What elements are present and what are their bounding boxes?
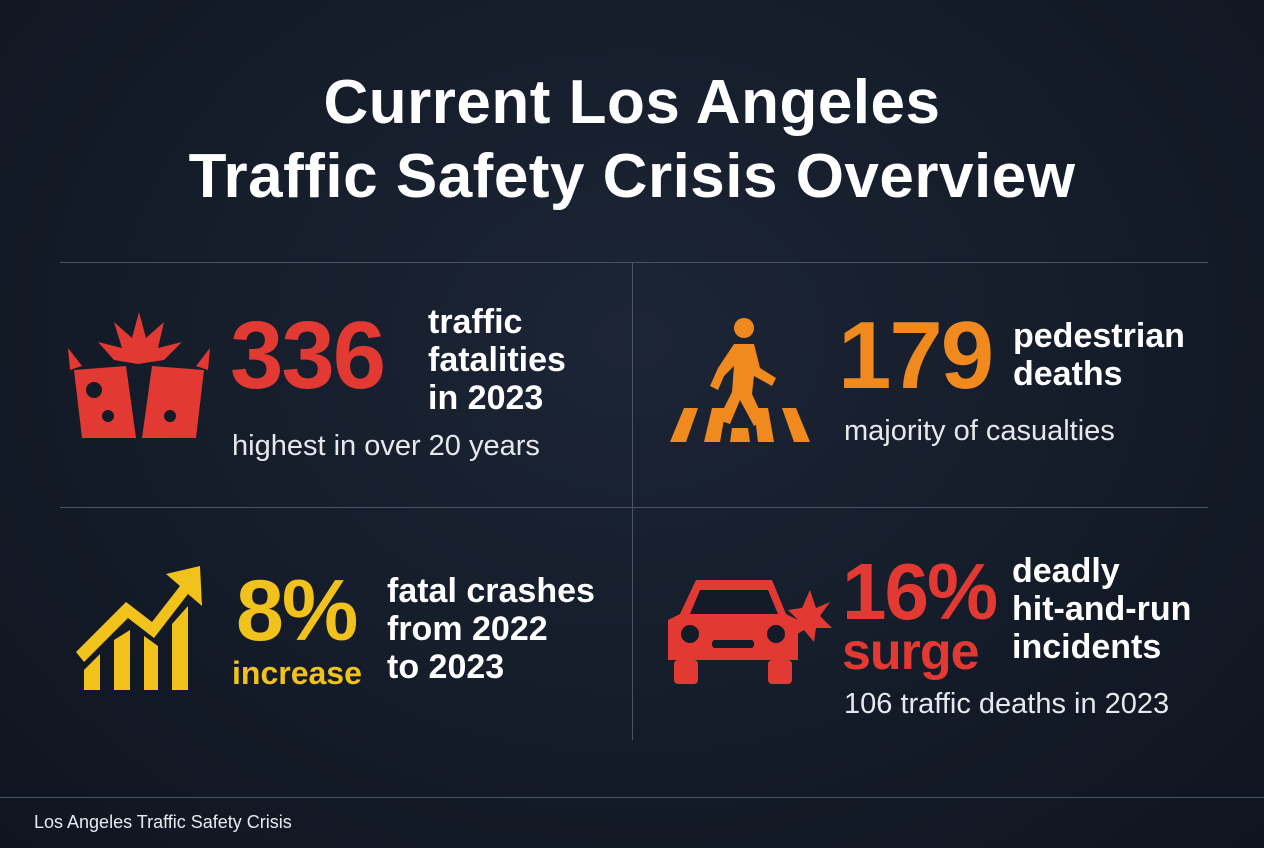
hit-and-run-label: deadly hit-and-run incidents xyxy=(1012,552,1191,666)
pedestrian-label-line: pedestrian xyxy=(1013,317,1185,355)
hit-and-run-value: 16% xyxy=(842,547,998,636)
pedestrian-subtext: majority of casualties xyxy=(844,415,1115,447)
title-line-1: Current Los Angeles xyxy=(323,68,941,137)
hit-and-run-label-line: deadly xyxy=(1012,552,1120,590)
title-line-2: Traffic Safety Crisis Overview xyxy=(188,142,1076,211)
car-crash-icon xyxy=(68,312,210,438)
page-title: Current Los Angeles Traffic Safety Crisi… xyxy=(0,66,1264,214)
increase-label-line: fatal crashes xyxy=(387,572,595,610)
footer-text: Los Angeles Traffic Safety Crisis xyxy=(34,812,292,832)
pedestrian-label-line: deaths xyxy=(1013,355,1123,393)
increase-label: fatal crashes from 2022 to 2023 xyxy=(387,572,595,686)
divider-top xyxy=(60,262,1208,263)
pedestrian-label: pedestrian deaths xyxy=(1013,317,1185,393)
fatalities-label-line: fatalities xyxy=(428,341,566,379)
increase-label-line: to 2023 xyxy=(387,648,505,686)
hit-and-run-subtext: 106 traffic deaths in 2023 xyxy=(844,688,1170,720)
fatalities-label: traffic fatalities in 2023 xyxy=(428,303,566,417)
divider-footer xyxy=(0,797,1264,798)
fatalities-value: 336 xyxy=(230,302,386,409)
trending-up-icon xyxy=(76,566,202,690)
increase-label-line: from 2022 xyxy=(387,610,548,648)
increase-value: 8% xyxy=(236,563,358,659)
pedestrian-value: 179 xyxy=(838,302,994,409)
fatalities-subtext: highest in over 20 years xyxy=(232,430,540,462)
car-impact-icon xyxy=(668,580,832,684)
hit-and-run-label-line: hit-and-run xyxy=(1012,590,1192,628)
fatalities-label-line: in 2023 xyxy=(428,379,544,417)
pedestrian-crosswalk-icon xyxy=(670,318,810,442)
divider-vertical xyxy=(632,262,633,740)
increase-qualifier: increase xyxy=(232,655,362,691)
hit-and-run-qualifier: surge xyxy=(842,623,980,681)
hit-and-run-label-line: incidents xyxy=(1012,628,1162,666)
divider-middle xyxy=(60,507,1208,508)
fatalities-label-line: traffic xyxy=(428,303,523,341)
